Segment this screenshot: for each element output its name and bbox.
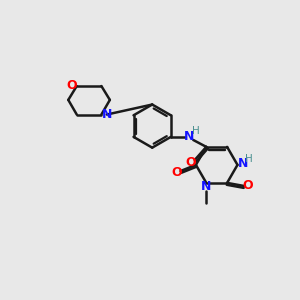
Text: H: H (192, 127, 200, 136)
Text: O: O (171, 166, 182, 179)
Text: N: N (184, 130, 194, 142)
Text: N: N (238, 157, 248, 170)
Text: O: O (243, 179, 253, 193)
Text: O: O (186, 156, 196, 169)
Text: O: O (67, 79, 77, 92)
Text: H: H (245, 154, 253, 164)
Text: N: N (201, 180, 211, 193)
Text: N: N (102, 108, 112, 121)
